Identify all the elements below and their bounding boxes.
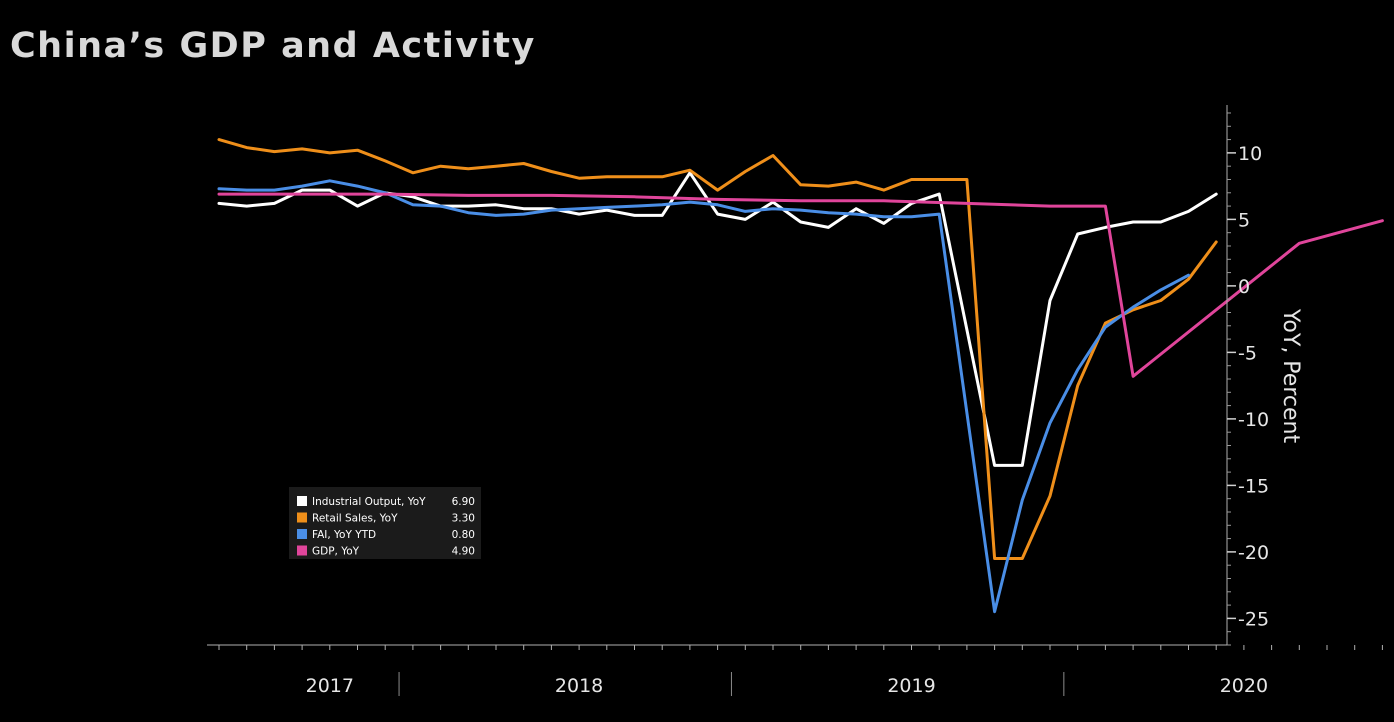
legend: Industrial Output, YoY 6.90 Retail Sales, … — [289, 487, 481, 559]
x-axis: 2017 2018 2019 2020 — [207, 644, 1383, 697]
legend-value-3: 0.80 — [452, 529, 475, 541]
x-tick-label-2019: 2019 — [887, 675, 935, 697]
legend-label-2: Retail Sales, YoY — [312, 513, 398, 525]
y-tick-label: -25 — [1238, 608, 1269, 630]
chart-title: China’s GDP and Activity — [10, 26, 536, 66]
plot-lines — [217, 138, 1384, 614]
y-tick-label: -10 — [1238, 409, 1269, 431]
x-tick-label-2020: 2020 — [1220, 675, 1268, 697]
legend-label-1: Industrial Output, YoY — [312, 496, 426, 508]
x-tick-label-2017: 2017 — [306, 675, 354, 697]
legend-value-4: 4.90 — [452, 546, 475, 558]
series-line-2 — [217, 138, 1218, 560]
y-tick-label: -5 — [1238, 342, 1257, 364]
y-tick-label: 10 — [1238, 143, 1262, 165]
y-tick-label: -20 — [1238, 542, 1269, 564]
y-axis: 10 5 0 -5 -10 -15 -20 -25 — [1226, 105, 1269, 646]
legend-value-2: 3.30 — [452, 513, 475, 525]
y-tick-label: 0 — [1238, 276, 1250, 298]
legend-swatch-2 — [297, 512, 307, 523]
legend-value-1: 6.90 — [452, 496, 475, 508]
series-line-4 — [217, 192, 1384, 378]
legend-swatch-4 — [297, 545, 307, 556]
x-tick-label-2018: 2018 — [555, 675, 603, 697]
legend-swatch-3 — [297, 529, 307, 539]
legend-label-3: FAI, YoY YTD — [312, 529, 376, 541]
y-axis-title: YoY, Percent — [1278, 308, 1303, 444]
series-line-3 — [217, 179, 1190, 614]
series-line-1 — [217, 171, 1218, 467]
legend-swatch-1 — [297, 496, 307, 506]
legend-box — [289, 487, 481, 559]
y-tick-label: -15 — [1238, 475, 1269, 497]
y-tick-label: 5 — [1238, 209, 1250, 231]
legend-label-4: GDP, YoY — [312, 546, 360, 558]
